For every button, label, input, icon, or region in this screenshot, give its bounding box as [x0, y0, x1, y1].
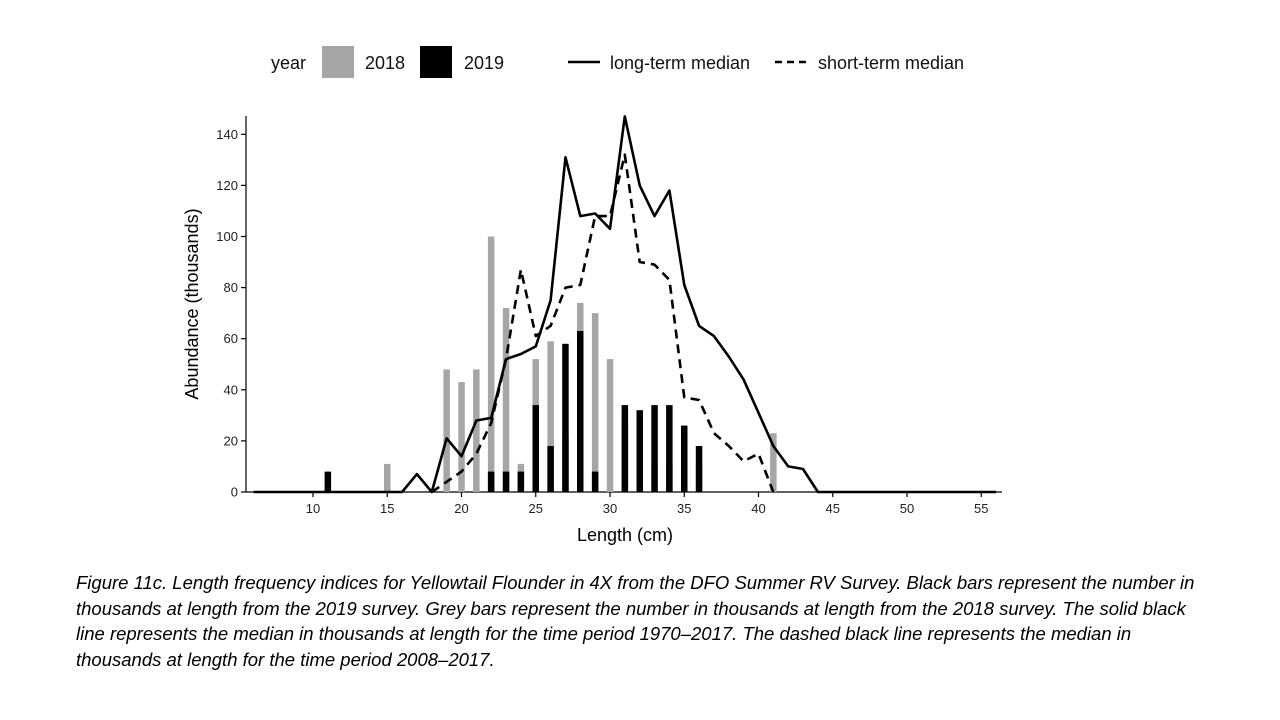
bar-2019-27cm	[562, 343, 569, 492]
x-tick-label: 40	[751, 501, 765, 516]
bar-2018-15cm	[384, 463, 391, 492]
legend-label-2018: 2018	[365, 53, 405, 73]
x-axis-title: Length (cm)	[577, 525, 673, 545]
x-tick-label: 30	[603, 501, 617, 516]
lines-layer	[253, 115, 997, 494]
legend-swatch-2019	[420, 46, 452, 78]
bar-2019-11cm	[324, 471, 332, 492]
bars-layer	[324, 236, 777, 492]
bar-2018-20cm	[458, 382, 465, 492]
y-tick-label: 40	[224, 382, 238, 397]
bar-2019-28cm	[577, 331, 584, 492]
y-tick-label: 60	[224, 331, 238, 346]
bar-2018-22cm	[487, 236, 495, 492]
long-term-median-line	[253, 115, 997, 494]
bar-2019-26cm	[547, 446, 554, 492]
bar-2019-22cm	[487, 471, 495, 492]
bar-2019-23cm	[502, 471, 510, 492]
x-tick-label: 25	[529, 501, 543, 516]
y-tick-label: 120	[216, 178, 238, 193]
bar-2019-24cm	[517, 471, 525, 492]
bar-2018-21cm	[473, 369, 480, 492]
short-term-median-line	[431, 153, 775, 494]
bar-2019-34cm	[666, 405, 673, 492]
bar-2019-31cm	[621, 405, 629, 492]
bar-2018-19cm	[443, 369, 450, 492]
x-tick-label: 55	[974, 501, 988, 516]
y-tick-label: 100	[216, 229, 238, 244]
length-frequency-chart: year 2018 2019 long-term median short-te…	[182, 46, 1002, 545]
x-tick-label: 50	[900, 501, 914, 516]
bar-2019-36cm	[695, 446, 703, 492]
bar-2019-35cm	[681, 425, 688, 492]
figure-caption: Figure 11c. Length frequency indices for…	[76, 572, 1195, 670]
y-tick-label: 20	[224, 433, 238, 448]
bar-2019-33cm	[651, 405, 658, 492]
x-tick-label: 10	[306, 501, 320, 516]
legend-label-short-term: short-term median	[818, 53, 964, 73]
bar-2018-26cm	[547, 341, 554, 492]
ticks-layer: 0 20 40 60 80 100 120 140 10 15 20 25 30 35 40 45 50 55	[216, 127, 988, 516]
bar-2018-41cm	[770, 433, 777, 492]
y-tick-label: 0	[231, 485, 238, 500]
bar-2018-29cm	[591, 313, 599, 492]
y-tick-label: 80	[224, 280, 238, 295]
x-tick-label: 15	[380, 501, 394, 516]
x-tick-label: 35	[677, 501, 691, 516]
bar-2018-30cm	[606, 359, 614, 492]
bar-2019-29cm	[591, 471, 599, 492]
legend-swatch-2018	[322, 46, 354, 78]
x-tick-label: 45	[826, 501, 840, 516]
y-axis-title: Abundance (thousands)	[182, 208, 202, 399]
bar-2019-25cm	[532, 405, 539, 492]
x-tick-label: 20	[454, 501, 468, 516]
bar-2019-32cm	[636, 410, 643, 492]
y-tick-label: 140	[216, 127, 238, 142]
bar-2018-23cm	[502, 308, 510, 492]
legend-label-long-term: long-term median	[610, 53, 750, 73]
legend: year 2018 2019 long-term median short-te…	[271, 46, 964, 78]
legend-title: year	[271, 53, 306, 73]
legend-label-2019: 2019	[464, 53, 504, 73]
